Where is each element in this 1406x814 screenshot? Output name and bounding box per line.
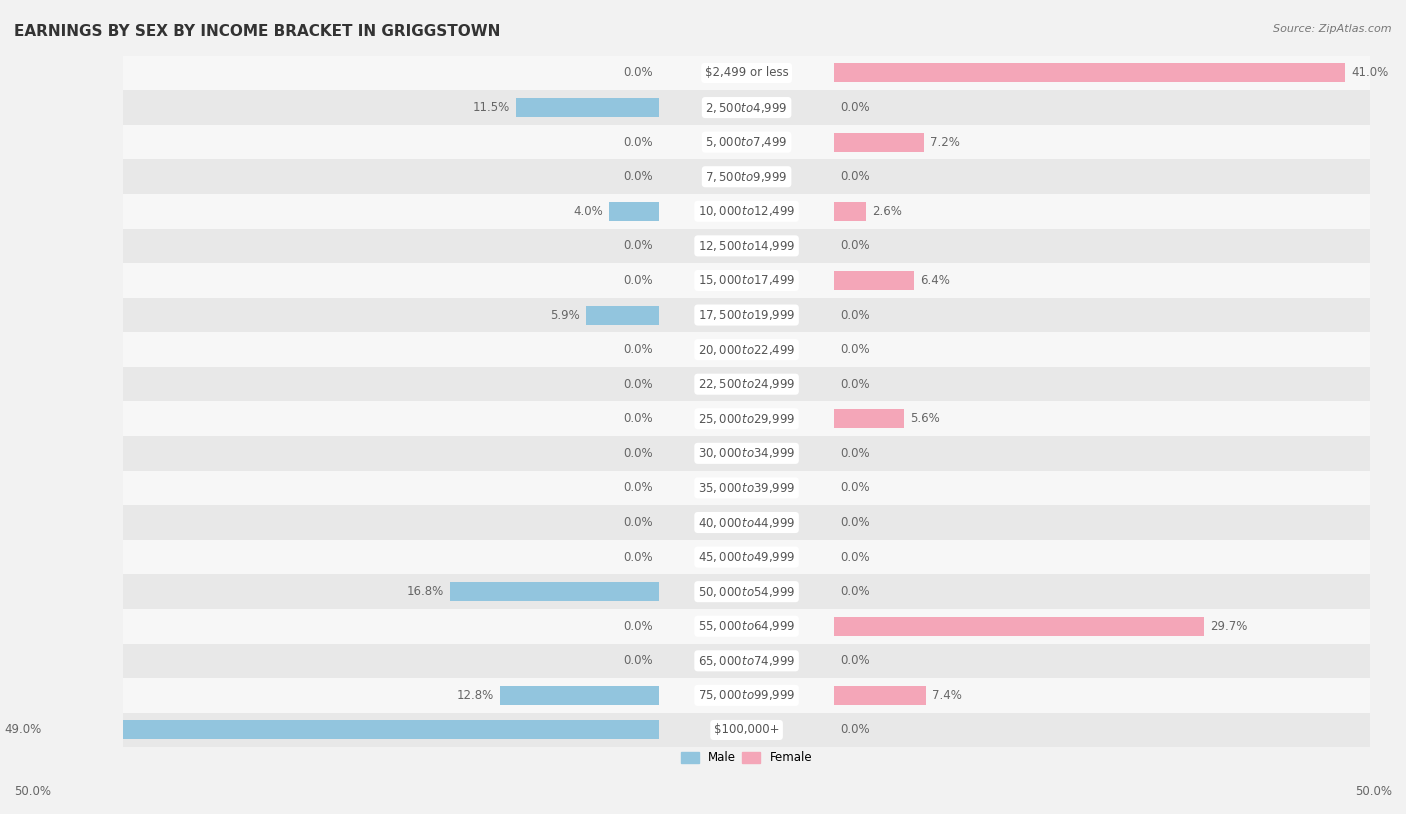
Bar bbox=[124, 263, 1369, 298]
Text: 0.0%: 0.0% bbox=[623, 344, 652, 356]
Text: 0.0%: 0.0% bbox=[841, 654, 870, 667]
Text: 7.4%: 7.4% bbox=[932, 689, 962, 702]
Text: $35,000 to $39,999: $35,000 to $39,999 bbox=[697, 481, 796, 495]
Bar bbox=[609, 202, 659, 221]
Text: 0.0%: 0.0% bbox=[623, 481, 652, 494]
Bar bbox=[124, 298, 1369, 332]
Text: $65,000 to $74,999: $65,000 to $74,999 bbox=[697, 654, 796, 667]
Text: 0.0%: 0.0% bbox=[841, 481, 870, 494]
Text: 16.8%: 16.8% bbox=[406, 585, 443, 598]
Text: $30,000 to $34,999: $30,000 to $34,999 bbox=[697, 446, 796, 461]
Text: 0.0%: 0.0% bbox=[623, 516, 652, 529]
Text: $55,000 to $64,999: $55,000 to $64,999 bbox=[697, 619, 796, 633]
Text: $40,000 to $44,999: $40,000 to $44,999 bbox=[697, 515, 796, 530]
Text: $20,000 to $22,499: $20,000 to $22,499 bbox=[697, 343, 796, 357]
Bar bbox=[834, 271, 914, 290]
Text: 0.0%: 0.0% bbox=[841, 585, 870, 598]
Bar bbox=[586, 305, 659, 325]
Text: 0.0%: 0.0% bbox=[841, 101, 870, 114]
Bar bbox=[124, 55, 1369, 90]
Text: 0.0%: 0.0% bbox=[623, 412, 652, 425]
Text: $100,000+: $100,000+ bbox=[714, 724, 779, 737]
Text: 0.0%: 0.0% bbox=[623, 67, 652, 80]
Text: 2.6%: 2.6% bbox=[873, 205, 903, 218]
Text: 0.0%: 0.0% bbox=[623, 170, 652, 183]
Bar bbox=[834, 409, 904, 428]
Bar bbox=[516, 98, 659, 117]
Bar bbox=[124, 436, 1369, 470]
Bar bbox=[834, 617, 1205, 636]
Bar bbox=[124, 713, 1369, 747]
Text: 41.0%: 41.0% bbox=[1351, 67, 1389, 80]
Text: $2,500 to $4,999: $2,500 to $4,999 bbox=[706, 101, 787, 115]
Bar bbox=[124, 229, 1369, 263]
Bar bbox=[124, 90, 1369, 125]
Bar bbox=[834, 202, 866, 221]
Text: 0.0%: 0.0% bbox=[623, 550, 652, 563]
Bar bbox=[124, 609, 1369, 644]
Text: 12.8%: 12.8% bbox=[456, 689, 494, 702]
Bar bbox=[124, 678, 1369, 713]
Text: 0.0%: 0.0% bbox=[841, 724, 870, 737]
Text: 11.5%: 11.5% bbox=[472, 101, 509, 114]
Bar bbox=[124, 160, 1369, 194]
Text: $7,500 to $9,999: $7,500 to $9,999 bbox=[706, 170, 787, 184]
Text: 7.2%: 7.2% bbox=[929, 136, 960, 149]
Text: 0.0%: 0.0% bbox=[623, 378, 652, 391]
Text: $45,000 to $49,999: $45,000 to $49,999 bbox=[697, 550, 796, 564]
Bar bbox=[48, 720, 659, 739]
Text: $50,000 to $54,999: $50,000 to $54,999 bbox=[697, 584, 796, 598]
Text: $5,000 to $7,499: $5,000 to $7,499 bbox=[706, 135, 787, 149]
Bar bbox=[834, 686, 927, 705]
Text: $17,500 to $19,999: $17,500 to $19,999 bbox=[697, 308, 796, 322]
Text: $22,500 to $24,999: $22,500 to $24,999 bbox=[697, 377, 796, 392]
Text: $25,000 to $29,999: $25,000 to $29,999 bbox=[697, 412, 796, 426]
Text: 0.0%: 0.0% bbox=[623, 619, 652, 632]
Text: 6.4%: 6.4% bbox=[920, 274, 950, 287]
Text: 0.0%: 0.0% bbox=[841, 378, 870, 391]
Text: 0.0%: 0.0% bbox=[623, 447, 652, 460]
Bar bbox=[124, 401, 1369, 436]
Text: 50.0%: 50.0% bbox=[14, 785, 51, 798]
Text: 0.0%: 0.0% bbox=[623, 274, 652, 287]
Text: 4.0%: 4.0% bbox=[574, 205, 603, 218]
Text: 50.0%: 50.0% bbox=[1355, 785, 1392, 798]
Text: 0.0%: 0.0% bbox=[623, 239, 652, 252]
Bar bbox=[124, 125, 1369, 160]
Bar bbox=[834, 63, 1346, 82]
Text: 0.0%: 0.0% bbox=[623, 136, 652, 149]
Bar bbox=[834, 133, 924, 151]
Text: 0.0%: 0.0% bbox=[841, 447, 870, 460]
Legend: Male, Female: Male, Female bbox=[676, 746, 817, 769]
Text: 49.0%: 49.0% bbox=[4, 724, 42, 737]
Bar bbox=[450, 582, 659, 602]
Text: $2,499 or less: $2,499 or less bbox=[704, 67, 789, 80]
Text: $15,000 to $17,499: $15,000 to $17,499 bbox=[697, 274, 796, 287]
Bar bbox=[124, 505, 1369, 540]
Bar bbox=[124, 194, 1369, 229]
Bar bbox=[124, 540, 1369, 575]
Text: 0.0%: 0.0% bbox=[841, 516, 870, 529]
Bar bbox=[124, 644, 1369, 678]
Text: 0.0%: 0.0% bbox=[841, 170, 870, 183]
Text: 5.9%: 5.9% bbox=[550, 309, 579, 322]
Bar bbox=[124, 575, 1369, 609]
Text: EARNINGS BY SEX BY INCOME BRACKET IN GRIGGSTOWN: EARNINGS BY SEX BY INCOME BRACKET IN GRI… bbox=[14, 24, 501, 39]
Text: 0.0%: 0.0% bbox=[841, 550, 870, 563]
Text: 0.0%: 0.0% bbox=[841, 309, 870, 322]
Text: $75,000 to $99,999: $75,000 to $99,999 bbox=[697, 689, 796, 702]
Text: $12,500 to $14,999: $12,500 to $14,999 bbox=[697, 239, 796, 253]
Bar bbox=[124, 470, 1369, 505]
Text: 5.6%: 5.6% bbox=[910, 412, 939, 425]
Bar bbox=[124, 332, 1369, 367]
Text: Source: ZipAtlas.com: Source: ZipAtlas.com bbox=[1274, 24, 1392, 34]
Text: 29.7%: 29.7% bbox=[1211, 619, 1249, 632]
Text: $10,000 to $12,499: $10,000 to $12,499 bbox=[697, 204, 796, 218]
Text: 0.0%: 0.0% bbox=[841, 239, 870, 252]
Bar bbox=[499, 686, 659, 705]
Bar bbox=[124, 367, 1369, 401]
Text: 0.0%: 0.0% bbox=[841, 344, 870, 356]
Text: 0.0%: 0.0% bbox=[623, 654, 652, 667]
